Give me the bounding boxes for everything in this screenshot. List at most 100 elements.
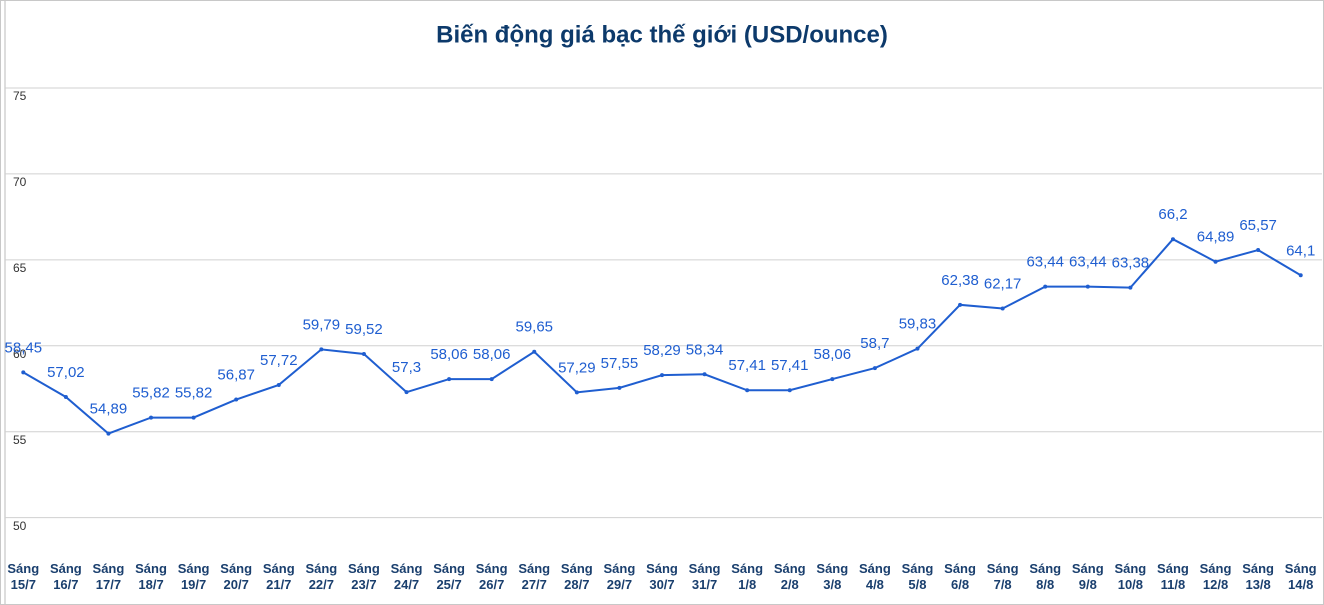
- point: [915, 346, 920, 351]
- x-tick-label: Sáng 2/8: [773, 561, 806, 592]
- value-label: 56,87: [217, 367, 255, 384]
- y-tick-label: 70: [13, 175, 27, 189]
- point: [1298, 273, 1303, 278]
- x-tick-label: Sáng 28/7: [560, 561, 593, 592]
- value-label: 57,55: [601, 355, 639, 372]
- x-tick-label: Sáng 11/8: [1157, 561, 1189, 592]
- chart-title: Biến động giá bạc thế giới (USD/ounce): [436, 21, 888, 48]
- value-label: 57,41: [728, 357, 766, 374]
- value-label: 57,72: [260, 352, 298, 369]
- value-label: 57,02: [47, 364, 85, 381]
- point: [1043, 284, 1048, 289]
- value-label: 65,57: [1239, 217, 1277, 234]
- point: [1000, 306, 1005, 311]
- value-label: 58,06: [430, 346, 468, 363]
- x-tick-label: Sáng 13/8: [1242, 561, 1275, 592]
- x-tick-label: Sáng 17/7: [92, 561, 125, 592]
- value-label: 62,17: [984, 275, 1022, 292]
- y-tick-label: 65: [13, 261, 27, 275]
- point: [1128, 285, 1133, 290]
- point: [745, 388, 750, 393]
- point: [106, 431, 111, 436]
- value-label: 57,3: [392, 359, 421, 376]
- x-tick-label: Sáng 21/7: [262, 561, 295, 592]
- point: [958, 302, 963, 307]
- x-tick-label: Sáng 19/7: [177, 561, 210, 592]
- value-label: 58,34: [686, 341, 724, 358]
- point: [702, 372, 707, 377]
- x-tick-label: Sáng 12/8: [1199, 561, 1232, 592]
- point: [574, 390, 579, 395]
- x-tick-label: Sáng 10/8: [1114, 561, 1147, 592]
- x-tick-label: Sáng 20/7: [220, 561, 253, 592]
- value-label: 58,45: [5, 339, 43, 356]
- point: [617, 385, 622, 390]
- point: [21, 370, 26, 375]
- x-tick-label: Sáng 1/8: [731, 561, 764, 592]
- point: [532, 349, 537, 354]
- x-tick-label: Sáng 3/8: [816, 561, 849, 592]
- point: [234, 397, 239, 402]
- point: [1213, 259, 1218, 264]
- point: [149, 415, 154, 420]
- value-label: 55,82: [175, 385, 213, 402]
- point: [1256, 248, 1261, 253]
- point: [319, 347, 324, 352]
- x-tick-label: Sáng 15/7: [7, 561, 40, 592]
- x-tick-label: Sáng 26/7: [475, 561, 508, 592]
- point: [660, 373, 664, 378]
- x-tick-label: Sáng 5/8: [901, 561, 934, 592]
- value-label: 59,79: [303, 316, 341, 333]
- value-label: 59,65: [515, 319, 553, 336]
- x-tick-label: Sáng 8/8: [1029, 561, 1062, 592]
- x-tick-label: Sáng 27/7: [518, 561, 551, 592]
- x-tick-label: Sáng 16/7: [49, 561, 82, 592]
- value-label: 59,52: [345, 321, 383, 338]
- y-tick-label: 50: [13, 519, 27, 533]
- point: [1170, 237, 1175, 242]
- value-label: 62,38: [941, 272, 979, 289]
- value-label: 55,82: [132, 385, 170, 402]
- value-label: 58,7: [860, 335, 889, 352]
- y-tick-label: 75: [13, 89, 27, 103]
- x-tick-label: Sáng 31/7: [688, 561, 721, 592]
- value-label: 66,2: [1158, 206, 1187, 223]
- x-tick-label: Sáng 6/8: [944, 561, 976, 592]
- x-tick-label: Sáng 4/8: [858, 561, 891, 592]
- x-tick-label: Sáng 25/7: [433, 561, 465, 592]
- value-label: 58,06: [814, 346, 852, 363]
- series-line: [22, 237, 1302, 435]
- y-tick-label: 55: [13, 433, 27, 447]
- value-label: 64,1: [1286, 242, 1315, 259]
- x-tick-label: Sáng 14/8: [1284, 561, 1317, 592]
- x-tick-label: Sáng 23/7: [348, 561, 380, 592]
- value-label: 63,38: [1112, 255, 1150, 272]
- value-label: 54,89: [90, 401, 128, 418]
- x-tick-label: Sáng 29/7: [603, 561, 636, 592]
- point: [787, 388, 792, 393]
- point: [63, 394, 68, 399]
- x-tick-label: Sáng 18/7: [135, 561, 167, 592]
- point: [489, 377, 494, 382]
- x-tick-label: Sáng 30/7: [646, 561, 678, 592]
- x-tick-label: Sáng 9/8: [1071, 561, 1104, 592]
- value-label: 59,83: [899, 316, 937, 333]
- point: [276, 382, 281, 387]
- point: [191, 415, 196, 420]
- value-label: 63,44: [1026, 254, 1064, 271]
- value-label: 58,29: [643, 342, 681, 359]
- point: [872, 366, 877, 371]
- x-tick-label: Sáng 22/7: [305, 561, 338, 592]
- value-label: 64,89: [1197, 229, 1235, 246]
- value-label: 58,06: [473, 346, 511, 363]
- point: [447, 377, 452, 382]
- value-label: 63,44: [1069, 254, 1107, 271]
- value-label: 57,41: [771, 357, 809, 374]
- x-tick-label: Sáng 24/7: [390, 561, 423, 592]
- point: [830, 377, 835, 382]
- y-tick-label: 60: [13, 347, 27, 361]
- point: [404, 390, 409, 395]
- x-tick-label: Sáng 7/8: [986, 561, 1019, 592]
